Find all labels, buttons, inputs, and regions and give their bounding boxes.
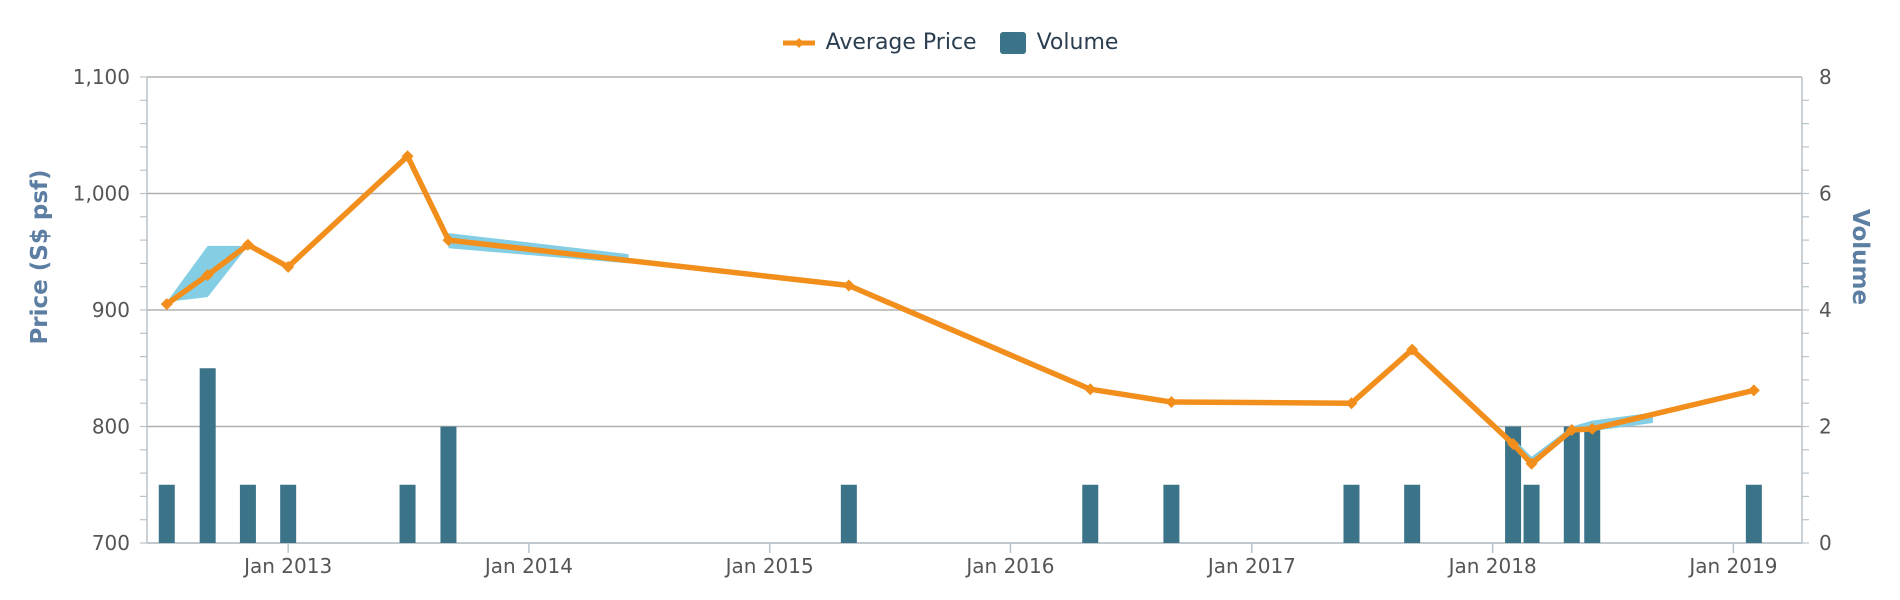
average-price-marker [1565,423,1578,436]
y-right-tick-label: 8 [1819,65,1832,89]
grid-layer [147,76,1802,544]
y-left-tick-label: 900 [92,298,130,322]
y-right-tick-label: 4 [1819,298,1832,322]
average-price-line [164,153,1757,467]
volume-bar [1523,484,1540,543]
legend-item-average-price[interactable]: Average Price [782,30,977,55]
average-price-marker [1747,384,1760,397]
y-left-tick-label: 700 [92,531,130,555]
x-tick-label: Jan 2016 [964,554,1054,578]
legend: Average Price Volume [0,30,1900,55]
average-price-marker [842,279,855,292]
y-left-tick-label: 1,100 [73,65,130,89]
volume-bar [840,484,857,543]
volume-legend-symbol [999,31,1026,54]
price-range-bands [166,233,1653,463]
average-price-markers [160,150,1760,470]
volume-bar [199,368,216,543]
volume-bar [239,484,256,543]
average-price-marker [1165,396,1178,409]
average-price-marker [282,260,295,273]
average-price-path [164,153,1757,467]
volume-bar [399,484,416,543]
legend-item-volume[interactable]: Volume [999,30,1119,55]
volume-bar [1082,484,1099,543]
average-price-marker [1406,343,1419,356]
average-price-marker [401,150,414,163]
average-price-marker [1084,383,1097,396]
x-tick-label: Jan 2019 [1687,554,1777,578]
average-price-legend-symbol [782,37,815,48]
volume-bar [1163,484,1180,543]
average-price-marker [1507,437,1520,450]
average-price-marker [1345,397,1358,410]
y-right-tick-label: 6 [1819,182,1832,206]
volume-bar [1505,426,1522,543]
y-left-tick-label: 1,000 [73,182,130,206]
x-tick-label: Jan 2014 [483,554,573,578]
average-price-marker [241,238,254,251]
x-tick-label: Jan 2018 [1447,554,1537,578]
volume-bars [158,368,1762,543]
legend-label-volume: Volume [1036,30,1119,55]
volume-bar [1584,426,1601,543]
volume-bar [1745,484,1762,543]
y-left-tick-label: 800 [92,415,130,439]
volume-bar [440,426,457,543]
average-price-marker [201,269,214,282]
legend-label-average-price: Average Price [825,30,977,55]
volume-bar [1563,426,1580,543]
volume-bar [280,484,297,543]
volume-bar [1404,484,1421,543]
average-price-marker [160,298,173,311]
volume-bar [158,484,175,543]
x-tick-label: Jan 2013 [242,554,332,578]
average-price-marker [442,234,455,247]
average-price-marker [1586,422,1599,435]
volume-bar [1343,484,1360,543]
tick-labels: 700 800 900 1,000 1,100 0 2 4 6 8 Jan 2013 Jan 2014… [73,65,1832,578]
axis-layer [140,76,1809,553]
x-tick-label: Jan 2017 [1206,554,1296,578]
x-tick-label: Jan 2015 [724,554,814,578]
y-right-tick-label: 0 [1819,531,1832,555]
average-price-marker [1525,457,1538,470]
y-right-tick-label: 2 [1819,415,1832,439]
